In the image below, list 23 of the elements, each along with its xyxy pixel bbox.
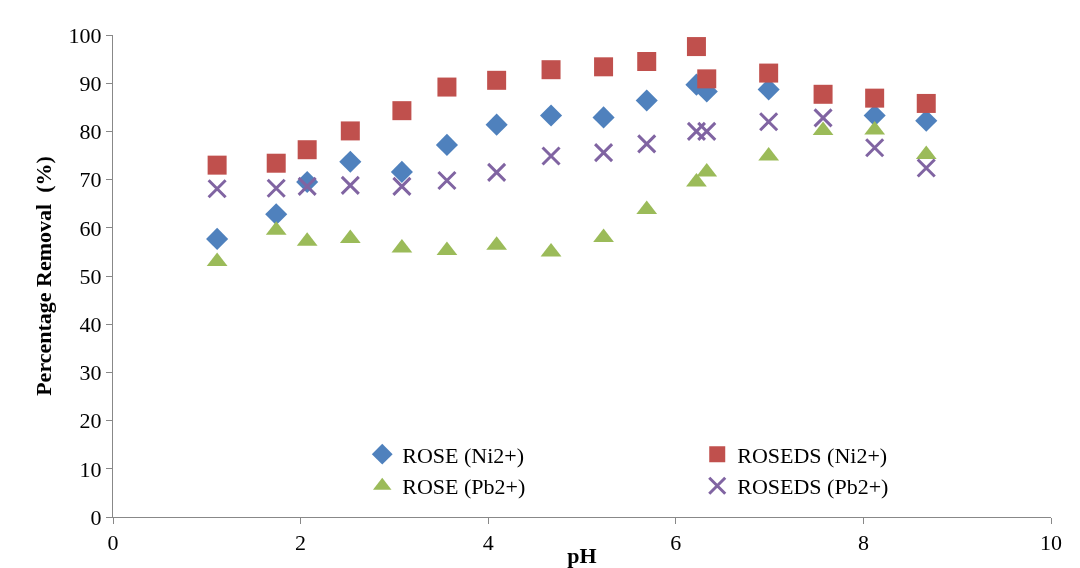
y-tick-label: 0 bbox=[90, 504, 102, 530]
x-tick-label: 8 bbox=[857, 530, 869, 556]
x-axis-title: pH bbox=[567, 543, 597, 568]
y-tick-label: 80 bbox=[79, 119, 102, 145]
y-axis-title: Percentage Removal (%) bbox=[31, 156, 57, 396]
legend-label: ROSEDS (Pb2+) bbox=[737, 474, 889, 500]
y-tick-label: 90 bbox=[79, 70, 102, 96]
x-tick-label: 0 bbox=[107, 530, 119, 556]
legend-label: ROSE (Pb2+) bbox=[402, 474, 526, 500]
y-tick-label: 60 bbox=[79, 215, 102, 241]
x-tick-label: 2 bbox=[295, 530, 307, 556]
y-tick-label: 100 bbox=[68, 22, 102, 48]
y-tick-label: 20 bbox=[79, 408, 102, 434]
x-tick-label: 6 bbox=[670, 530, 682, 556]
x-tick-label: 4 bbox=[482, 530, 494, 556]
y-tick-label: 40 bbox=[79, 311, 102, 337]
x-tick-label: 10 bbox=[1040, 530, 1062, 556]
legend-label: ROSE (Ni2+) bbox=[402, 442, 525, 468]
y-tick-label: 30 bbox=[79, 360, 102, 386]
y-tick-label: 50 bbox=[79, 263, 102, 289]
legend-label: ROSEDS (Ni2+) bbox=[737, 442, 888, 468]
y-tick-label: 10 bbox=[79, 456, 102, 482]
y-tick-label: 70 bbox=[79, 167, 102, 193]
